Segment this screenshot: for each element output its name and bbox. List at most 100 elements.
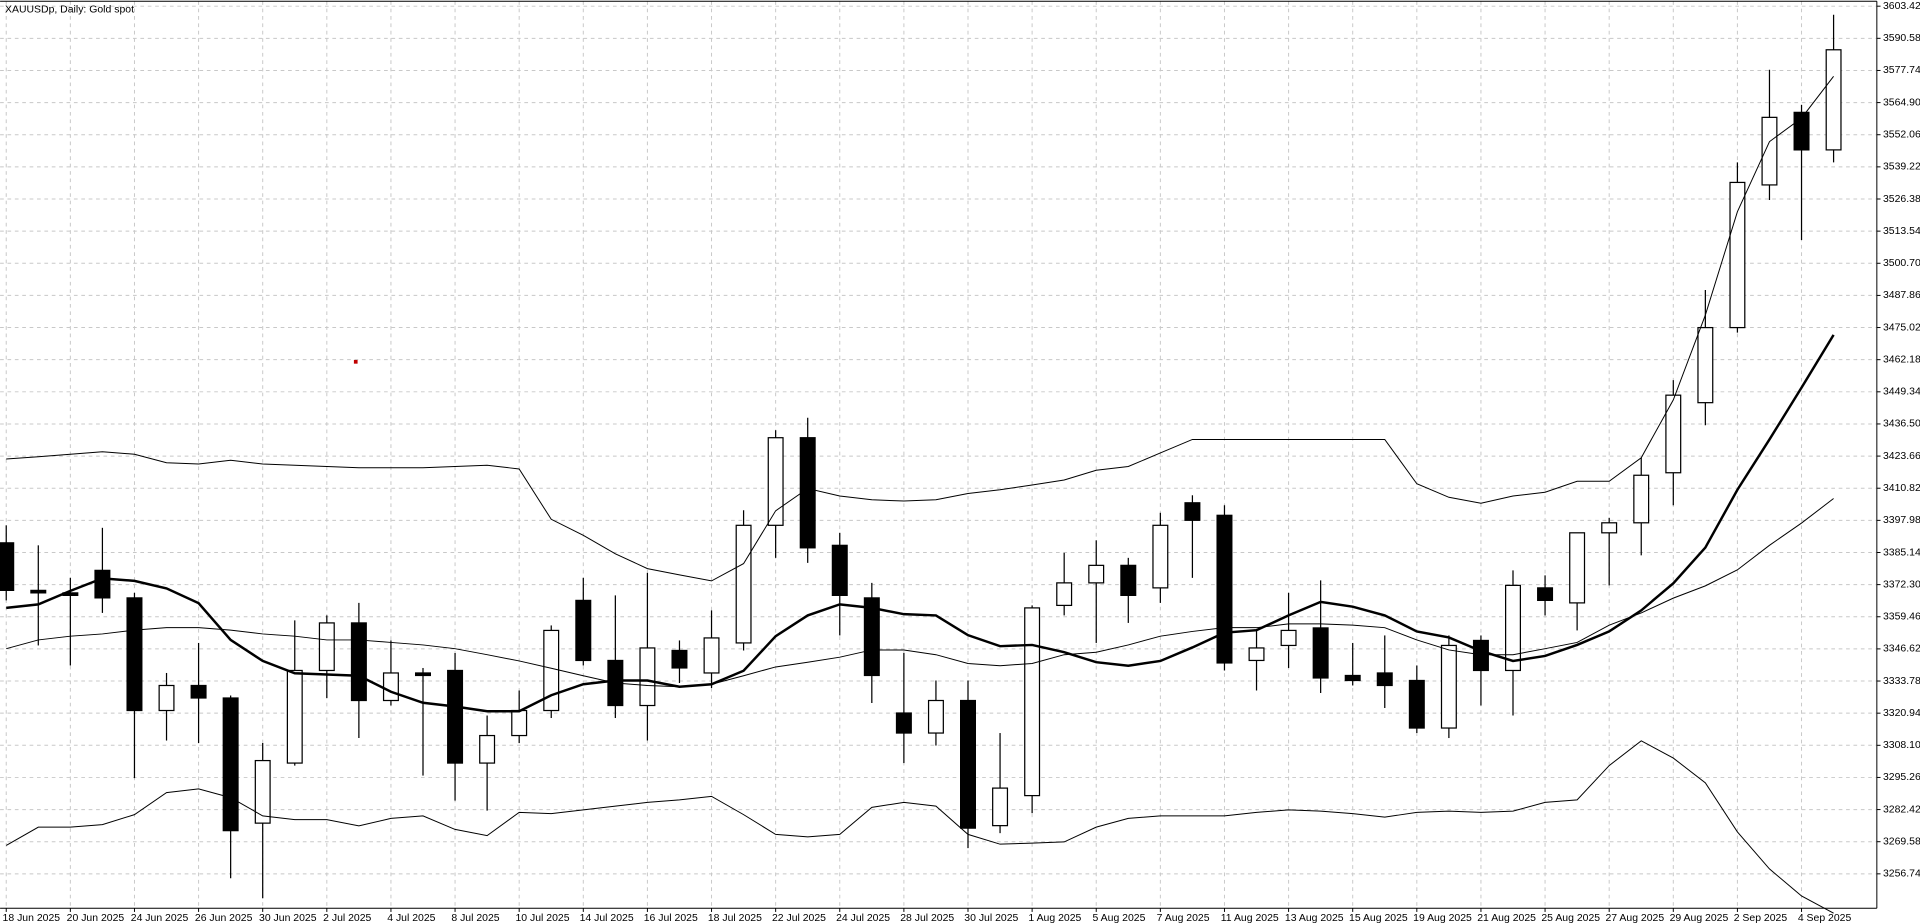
candle-body xyxy=(1120,564,1137,597)
candle-body xyxy=(767,437,784,526)
candle-body xyxy=(1505,584,1521,672)
y-tick-label: 3436.50 xyxy=(1883,419,1920,430)
x-tick-label: 2 Jul 2025 xyxy=(323,913,371,923)
y-tick-label: 3410.82 xyxy=(1883,483,1920,494)
candle-body xyxy=(1024,607,1041,797)
x-tick-label: 22 Jul 2025 xyxy=(772,913,826,923)
candle-body xyxy=(1440,644,1457,729)
candle-body xyxy=(1729,181,1746,329)
x-tick-label: 18 Jun 2025 xyxy=(3,913,61,923)
candle-body xyxy=(799,437,816,549)
y-tick-label: 3500.70 xyxy=(1883,258,1920,269)
candle-body xyxy=(254,759,271,824)
candle-body xyxy=(735,524,752,644)
candle-body xyxy=(190,684,207,699)
candle-body xyxy=(94,569,111,599)
x-tick-label: 5 Aug 2025 xyxy=(1093,913,1146,923)
candle-body xyxy=(479,734,496,764)
x-tick-label: 14 Jul 2025 xyxy=(580,913,634,923)
candle-body xyxy=(1825,49,1842,151)
candle-body xyxy=(1569,532,1586,604)
y-tick-label: 3269.58 xyxy=(1883,836,1920,847)
x-tick-label: 1 Aug 2025 xyxy=(1028,913,1081,923)
y-tick-label: 3449.34 xyxy=(1883,387,1920,398)
candle-body xyxy=(158,684,175,712)
y-tick-label: 3475.02 xyxy=(1883,322,1920,333)
candle-body xyxy=(703,637,720,674)
candle-body xyxy=(382,672,399,702)
indicator-line xyxy=(6,76,1834,582)
y-tick-label: 3385.14 xyxy=(1883,547,1920,558)
grid xyxy=(0,1,1877,909)
candle-body xyxy=(511,709,528,737)
y-tick-label: 3359.46 xyxy=(1883,612,1920,623)
y-tick-label: 3423.66 xyxy=(1883,451,1920,462)
candle-body xyxy=(30,589,47,594)
y-tick-label: 3487.86 xyxy=(1883,290,1920,301)
y-tick-label: 3552.06 xyxy=(1883,129,1920,140)
candle-body xyxy=(671,649,688,669)
x-tick-label: 28 Jul 2025 xyxy=(900,913,954,923)
candle-body xyxy=(992,787,1009,827)
candle-body xyxy=(927,699,944,734)
x-tick-label: 29 Aug 2025 xyxy=(1670,913,1729,923)
candle-body xyxy=(1697,326,1714,404)
candle-body xyxy=(1601,522,1618,534)
indicator-line xyxy=(5,740,1834,914)
y-tick-label: 3346.62 xyxy=(1883,644,1920,655)
x-tick-label: 25 Aug 2025 xyxy=(1541,913,1600,923)
candle-body xyxy=(286,669,303,764)
candle-body xyxy=(1344,674,1361,682)
candle-body xyxy=(1472,639,1489,672)
y-tick-label: 3333.78 xyxy=(1883,676,1920,687)
x-tick-label: 24 Jun 2025 xyxy=(131,913,189,923)
y-tick-label: 3590.58 xyxy=(1883,33,1920,44)
candle-body xyxy=(639,647,656,707)
marker xyxy=(353,359,358,364)
candle-body xyxy=(959,699,976,829)
x-tick-label: 26 Jun 2025 xyxy=(195,913,253,923)
y-tick-label: 3462.18 xyxy=(1883,354,1920,365)
y-tick-label: 3513.54 xyxy=(1883,226,1920,237)
x-tick-label: 30 Jul 2025 xyxy=(964,913,1018,923)
candle-body xyxy=(1312,627,1329,679)
x-tick-label: 2 Sep 2025 xyxy=(1734,913,1788,923)
candle-body xyxy=(1408,679,1425,729)
candle-body xyxy=(318,622,335,672)
y-tick-label: 3564.90 xyxy=(1883,97,1920,108)
candle-body xyxy=(543,629,560,712)
candle-body xyxy=(863,597,880,677)
candle-body xyxy=(126,597,143,712)
plot xyxy=(0,14,1842,914)
y-tick-label: 3295.26 xyxy=(1883,772,1920,783)
y-tick-label: 3539.22 xyxy=(1883,162,1920,173)
candle-body xyxy=(1537,587,1554,602)
x-tick-label: 10 Jul 2025 xyxy=(515,913,569,923)
candle-body xyxy=(1633,474,1650,524)
x-tick-label: 20 Jun 2025 xyxy=(67,913,125,923)
x-tick-label: 4 Sep 2025 xyxy=(1798,913,1852,923)
candle-body xyxy=(1056,582,1073,607)
candle-body xyxy=(1665,394,1682,474)
y-tick-label: 3282.42 xyxy=(1883,804,1920,815)
x-tick-label: 24 Jul 2025 xyxy=(836,913,890,923)
x-tick-label: 19 Aug 2025 xyxy=(1413,913,1472,923)
candle-body xyxy=(895,712,912,734)
y-tick-label: 3256.74 xyxy=(1883,869,1920,880)
x-tick-label: 11 Aug 2025 xyxy=(1221,913,1279,923)
candle-body xyxy=(575,599,592,662)
x-tick-label: 15 Aug 2025 xyxy=(1349,913,1408,923)
y-tick-label: 3320.94 xyxy=(1883,708,1920,719)
candle-body xyxy=(1248,647,1265,662)
candle-body xyxy=(1152,524,1169,589)
candle-body xyxy=(222,697,239,832)
x-tick-label: 7 Aug 2025 xyxy=(1157,913,1210,923)
candle-body xyxy=(1761,116,1778,186)
x-tick-label: 8 Jul 2025 xyxy=(451,913,499,923)
candle-body xyxy=(1280,629,1297,647)
y-tick-label: 3372.30 xyxy=(1883,579,1920,590)
x-tick-label: 21 Aug 2025 xyxy=(1477,913,1536,923)
x-tick-label: 27 Aug 2025 xyxy=(1605,913,1664,923)
candle-body xyxy=(1088,564,1105,584)
